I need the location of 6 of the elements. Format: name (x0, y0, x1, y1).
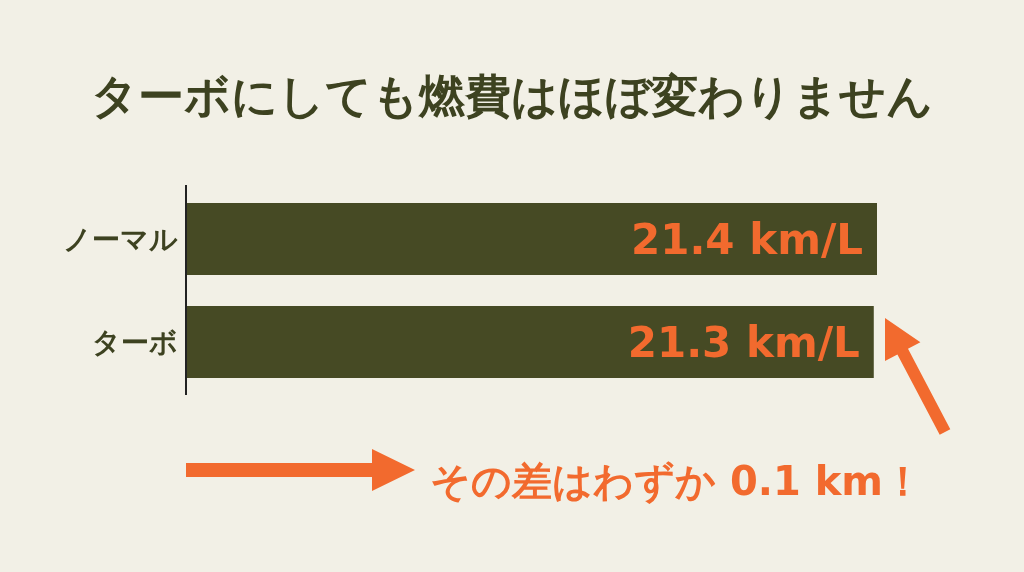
chart-title: ターボにしても燃費はほぼ変わりません (91, 69, 933, 123)
data-label: 21.4 km/L (630, 215, 863, 264)
y-tick-label: ターボ (92, 326, 178, 359)
text: その差はわずか 0.1 km！ (430, 458, 923, 505)
data-label: 21.3 km/L (627, 318, 860, 367)
y-tick-label: ノーマル (63, 223, 178, 256)
